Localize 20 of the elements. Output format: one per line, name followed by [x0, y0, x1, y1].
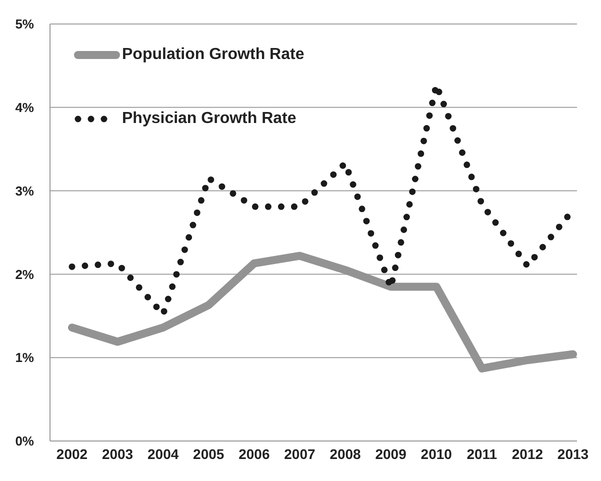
- legend-label: Population Growth Rate: [122, 46, 304, 64]
- x-tick-label: 2009: [375, 446, 407, 462]
- y-tick-label: 2%: [15, 266, 34, 282]
- y-tick-label: 3%: [15, 183, 34, 198]
- x-tick-label: 2010: [420, 446, 452, 462]
- x-tick-label: 2002: [56, 446, 88, 462]
- x-tick-label: 2008: [330, 446, 362, 462]
- x-tick-label: 2007: [284, 446, 316, 462]
- y-tick-label: 0%: [15, 434, 34, 449]
- y-tick-label: 4%: [15, 100, 34, 116]
- x-tick-label: 2013: [557, 446, 589, 462]
- x-tick-label: 2011: [466, 446, 498, 462]
- x-tick-label: 2005: [193, 446, 224, 462]
- y-tick-label: 1%: [15, 350, 34, 366]
- x-tick-label: 2012: [512, 446, 544, 462]
- x-tick-label: 2006: [238, 446, 270, 462]
- y-tick-label: 5%: [15, 16, 34, 32]
- x-tick-label: 2004: [148, 446, 179, 462]
- x-tick-label: 2003: [102, 446, 134, 462]
- legend-label: Physician Growth Rate: [122, 110, 296, 128]
